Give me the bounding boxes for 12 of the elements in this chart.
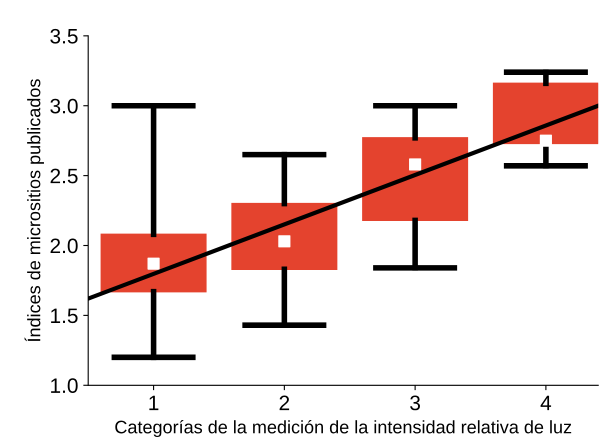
x-tick-label: 4 <box>540 396 552 410</box>
y-tick-label: 2.0 <box>50 238 78 254</box>
y-axis-title: Índices de micrositios publicados <box>24 79 44 342</box>
y-tick-label: 1.5 <box>51 308 78 324</box>
x-tick-label: 2 <box>280 396 290 410</box>
y-tick-label: 2.5 <box>50 168 78 184</box>
y-tick-label: 3.0 <box>50 98 78 114</box>
x-axis-title: Categorías de la medición de la intensidad relativa de luz <box>115 420 572 438</box>
x-tick-label: 1 <box>149 396 158 410</box>
y-tick-label: 1.0 <box>51 378 78 394</box>
x-tick-label: 3 <box>410 396 420 410</box>
y-tick-label: 3.5 <box>50 28 78 44</box>
